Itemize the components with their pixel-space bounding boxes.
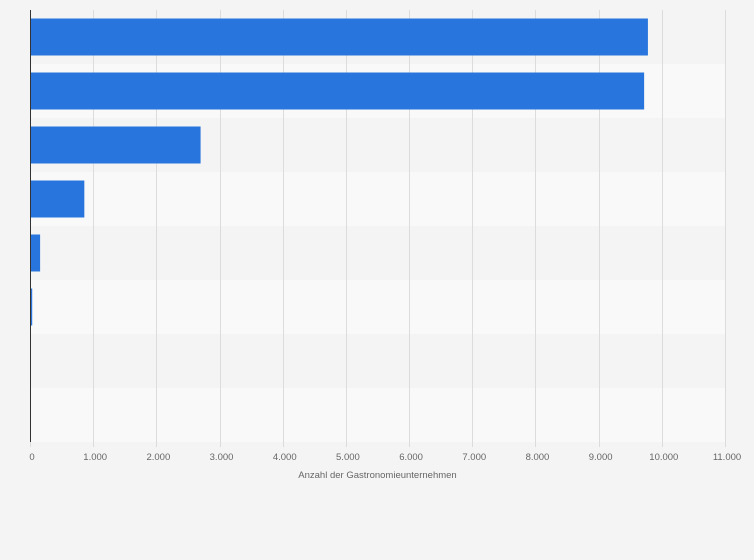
x-tick-label: 4.000 [273, 452, 297, 463]
x-tick-label: 1.000 [83, 452, 107, 463]
x-tick-label: 10.000 [649, 452, 678, 463]
bar[interactable] [30, 126, 201, 164]
bar[interactable] [30, 72, 645, 110]
x-axis-title: Anzahl der Gastronomieunternehmen [298, 470, 456, 481]
row-band [30, 388, 725, 442]
row-band [30, 334, 725, 388]
x-tick-label: 0 [29, 452, 34, 463]
bar[interactable] [30, 234, 41, 272]
bar[interactable] [30, 288, 33, 326]
bars [30, 18, 648, 326]
x-tick-label: 6.000 [399, 452, 423, 463]
x-axis-tick-labels: 0 1.000 2.000 3.000 4.000 5.000 6.000 7.000 8.00… [29, 452, 741, 463]
x-tick-label: 2.000 [146, 452, 170, 463]
row-band [30, 280, 725, 334]
x-tick-label: 3.000 [210, 452, 234, 463]
x-tick-label: 5.000 [336, 452, 360, 463]
x-tick-label: 9.000 [589, 452, 613, 463]
x-tick-label: 8.000 [526, 452, 550, 463]
x-tick-label: 11.000 [713, 452, 741, 463]
row-band [30, 172, 725, 226]
row-band [30, 226, 725, 280]
bar[interactable] [30, 18, 648, 56]
x-tick-label: 7.000 [462, 452, 486, 463]
bar[interactable] [30, 180, 85, 218]
x-axis-ticks [30, 442, 726, 447]
